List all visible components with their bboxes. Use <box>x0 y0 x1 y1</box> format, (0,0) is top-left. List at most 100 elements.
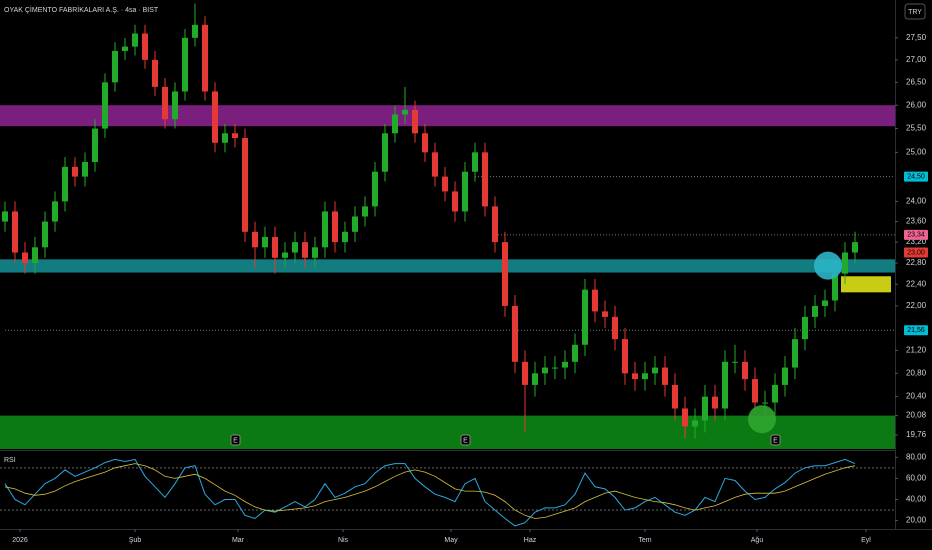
candle-body <box>462 171 468 212</box>
y-tick-label: 20,80 <box>906 368 927 377</box>
x-tick-label: Şub <box>129 537 142 544</box>
candle-body <box>142 33 148 60</box>
candle-body <box>582 289 588 345</box>
zone <box>0 415 895 449</box>
candle-body <box>82 161 88 177</box>
candle-body <box>232 133 238 139</box>
candle-body <box>222 133 228 143</box>
price-badge-label: 23,34 <box>907 232 925 239</box>
rsi-y-tick-label: 80,00 <box>906 452 927 461</box>
event-label: E <box>773 437 778 444</box>
rsi-title: RSI <box>4 457 16 464</box>
event-marker <box>230 434 241 446</box>
candle-body <box>312 247 318 258</box>
candle-body <box>442 176 448 192</box>
y-tick-label: 20,08 <box>906 411 927 420</box>
candle-body <box>732 361 738 363</box>
candle-body <box>62 166 68 202</box>
candle-body <box>852 242 858 253</box>
candle-body <box>372 171 378 207</box>
circle-drawing <box>748 405 776 434</box>
y-tick-label: 19,76 <box>906 430 927 439</box>
candle-body <box>802 316 808 340</box>
candle-body <box>622 339 628 374</box>
x-tick-label: May <box>444 537 458 544</box>
candle-body <box>12 211 18 253</box>
candle-body <box>472 152 478 172</box>
candle-body <box>642 373 648 380</box>
rsi-line <box>4 463 856 519</box>
candle-body <box>482 152 488 207</box>
candle-body <box>362 206 368 217</box>
candle-body <box>832 273 838 301</box>
x-tick-label: Mar <box>232 537 245 544</box>
candle-body <box>542 367 548 374</box>
candle-body <box>22 252 28 264</box>
candle-body <box>342 231 348 243</box>
currency-label[interactable]: TRY <box>908 9 922 16</box>
box <box>841 276 891 293</box>
candle-body <box>172 91 178 120</box>
x-tick-label: Eyl <box>861 537 871 544</box>
candle-body <box>792 339 798 368</box>
y-tick-label: 24,00 <box>906 196 927 205</box>
candle-body <box>122 46 128 52</box>
candle-body <box>42 221 48 248</box>
candle-body <box>52 201 58 222</box>
candle-body <box>282 252 288 258</box>
zone <box>0 105 895 127</box>
price-badge-label: 21,56 <box>907 327 925 334</box>
candle-body <box>152 59 158 87</box>
y-tick-label: 25,50 <box>906 124 927 133</box>
candle-body <box>812 305 818 317</box>
y-tick-label: 20,40 <box>906 392 927 401</box>
candle-body <box>712 396 718 409</box>
candle-body <box>522 361 528 385</box>
x-tick-label: Haz <box>524 537 537 544</box>
candle-body <box>652 367 658 374</box>
candle-body <box>842 252 848 274</box>
y-tick-label: 23,60 <box>906 217 927 226</box>
candle-body <box>672 384 678 409</box>
candle-body <box>192 24 198 38</box>
candle-body <box>452 191 458 212</box>
price-badge-label: 24,50 <box>907 173 925 180</box>
candle-body <box>532 373 538 385</box>
candle-body <box>822 300 828 306</box>
y-tick-label: 21,20 <box>906 346 927 355</box>
event-label: E <box>463 437 468 444</box>
candle-body <box>72 166 78 177</box>
candle-body <box>722 361 728 409</box>
x-tick-label: Nis <box>338 537 349 544</box>
candle-body <box>422 133 428 153</box>
x-tick-label: Ağu <box>751 537 764 544</box>
candle-body <box>212 91 218 143</box>
candle-body <box>552 367 558 369</box>
candle-body <box>242 138 248 232</box>
candle-body <box>92 128 98 162</box>
candle-body <box>662 367 668 385</box>
candle-body <box>352 216 358 232</box>
price-badge <box>904 229 928 240</box>
candle-body <box>402 109 408 115</box>
currency-button[interactable] <box>904 3 926 20</box>
y-tick-label: 27,00 <box>906 55 927 64</box>
y-tick-label: 26,00 <box>906 100 927 109</box>
candle-body <box>742 361 748 380</box>
candle-body <box>562 361 568 368</box>
candle-body <box>262 236 268 248</box>
y-tick-label: 25,00 <box>906 147 927 156</box>
candle-body <box>512 305 518 362</box>
x-tick-label: 2026 <box>12 537 28 544</box>
x-tick-label: Tem <box>638 537 651 544</box>
candle-body <box>752 379 758 403</box>
candle-body <box>382 133 388 172</box>
candle-body <box>572 344 578 362</box>
y-tick-label: 26,50 <box>906 77 927 86</box>
candle-body <box>682 408 688 427</box>
candle-body <box>252 231 258 248</box>
candle-body <box>692 420 698 427</box>
candle-body <box>202 24 208 92</box>
